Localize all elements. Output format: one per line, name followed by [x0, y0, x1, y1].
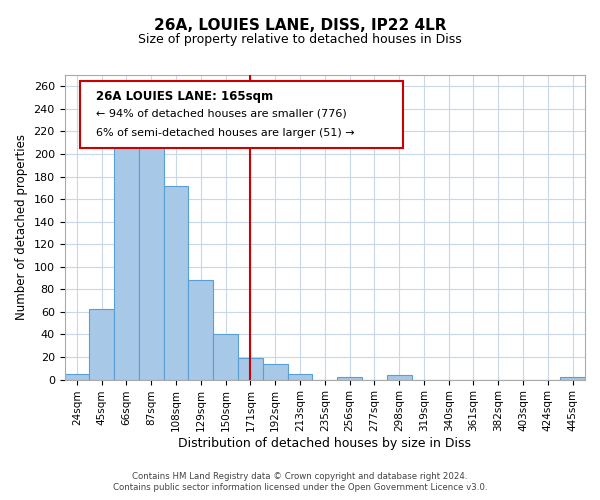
- Text: ← 94% of detached houses are smaller (776): ← 94% of detached houses are smaller (77…: [96, 108, 347, 118]
- Text: Size of property relative to detached houses in Diss: Size of property relative to detached ho…: [138, 32, 462, 46]
- Text: Contains public sector information licensed under the Open Government Licence v3: Contains public sector information licen…: [113, 484, 487, 492]
- Text: Contains HM Land Registry data © Crown copyright and database right 2024.: Contains HM Land Registry data © Crown c…: [132, 472, 468, 481]
- Text: 26A LOUIES LANE: 165sqm: 26A LOUIES LANE: 165sqm: [96, 90, 273, 103]
- Bar: [387, 375, 412, 380]
- Bar: [560, 378, 585, 380]
- Bar: [263, 364, 287, 380]
- FancyBboxPatch shape: [80, 81, 403, 148]
- Bar: [238, 358, 263, 380]
- Bar: [164, 186, 188, 380]
- Bar: [114, 146, 139, 380]
- Text: 6% of semi-detached houses are larger (51) →: 6% of semi-detached houses are larger (5…: [96, 128, 355, 138]
- Bar: [287, 374, 313, 380]
- Text: 26A, LOUIES LANE, DISS, IP22 4LR: 26A, LOUIES LANE, DISS, IP22 4LR: [154, 18, 446, 32]
- Bar: [65, 374, 89, 380]
- Bar: [139, 140, 164, 380]
- X-axis label: Distribution of detached houses by size in Diss: Distribution of detached houses by size …: [178, 437, 471, 450]
- Bar: [89, 308, 114, 380]
- Bar: [337, 378, 362, 380]
- Y-axis label: Number of detached properties: Number of detached properties: [15, 134, 28, 320]
- Bar: [213, 334, 238, 380]
- Bar: [188, 280, 213, 380]
